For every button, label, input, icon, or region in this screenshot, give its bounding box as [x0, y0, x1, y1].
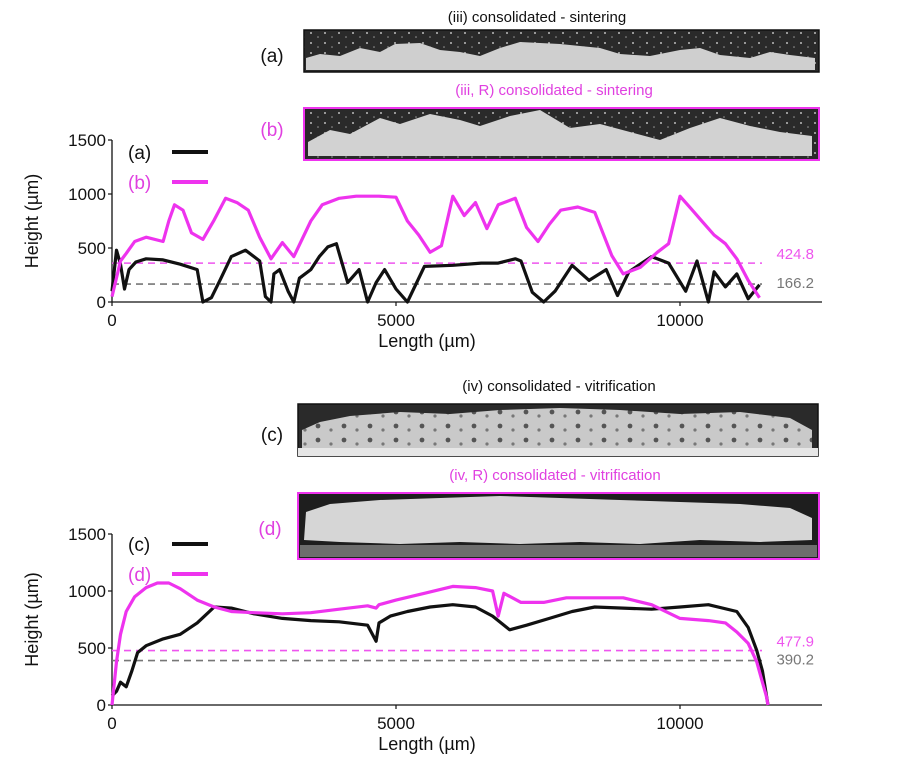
micrograph-d-layer — [304, 496, 812, 544]
micrograph-b-layer — [308, 110, 812, 156]
micrograph-a-layer — [306, 42, 815, 70]
micrograph-c — [297, 403, 819, 457]
micrograph-b — [303, 107, 820, 161]
bottom-y-tick-label: 0 — [97, 696, 106, 715]
image-a-caption: (iii) consolidated - sintering — [448, 9, 626, 26]
top-y-tick-label: 1500 — [68, 131, 106, 150]
bottom-x-tick-label: 0 — [107, 714, 116, 733]
top-x-tick-label: 10000 — [656, 311, 703, 330]
bottom-reference-label: 477.9 — [776, 634, 814, 651]
top-reference-label: 166.2 — [776, 275, 814, 292]
image-c-tag: (c) — [261, 425, 283, 446]
top-y-tick-label: 1000 — [68, 185, 106, 204]
top-x-tick-label: 5000 — [377, 311, 415, 330]
top-legend-label: (b) — [128, 173, 151, 194]
image-a-tag: (a) — [260, 46, 283, 67]
image-d-tag: (d) — [258, 519, 281, 540]
bottom-legend-label: (d) — [128, 565, 151, 586]
bottom-y-tick-label: 1000 — [68, 582, 106, 601]
bottom-y-tick-label: 1500 — [68, 525, 106, 544]
top-legend-label: (a) — [128, 143, 151, 164]
chart-top: 0 500 1000 1500 0 5000 10000 Length (µm) Height … — [22, 131, 822, 351]
bottom-legend-label: (c) — [128, 535, 150, 556]
image-c-caption: (iv) consolidated - vitrification — [462, 378, 655, 395]
bottom-y-tick-label: 500 — [78, 639, 106, 658]
micrograph-a — [303, 29, 820, 73]
bottom-y-axis-label: Height (µm) — [22, 572, 42, 666]
top-series-b — [110, 194, 761, 299]
bottom-series-d — [110, 581, 770, 706]
top-reference-label: 424.8 — [776, 246, 814, 263]
bottom-reference-label: 390.2 — [776, 652, 814, 669]
chart-bottom: 0 500 1000 1500 0 5000 10000 Length (µm) Height … — [22, 525, 822, 754]
top-y-axis-label: Height (µm) — [22, 174, 42, 268]
bottom-series-c — [110, 603, 770, 706]
image-b-caption: (iii, R) consolidated - sintering — [455, 82, 653, 99]
bottom-x-tick-label: 5000 — [377, 714, 415, 733]
micrograph-d — [297, 492, 820, 560]
bottom-x-axis-label: Length (µm) — [378, 734, 475, 754]
top-y-tick-label: 0 — [97, 293, 106, 312]
bottom-x-tick-label: 10000 — [656, 714, 703, 733]
image-d-caption: (iv, R) consolidated - vitrification — [449, 467, 660, 484]
top-x-axis-label: Length (µm) — [378, 331, 475, 351]
top-series-a — [110, 242, 761, 304]
image-b-tag: (b) — [260, 120, 283, 141]
micrograph-c-layer — [302, 408, 812, 452]
top-x-tick-label: 0 — [107, 311, 116, 330]
top-y-tick-label: 500 — [78, 239, 106, 258]
